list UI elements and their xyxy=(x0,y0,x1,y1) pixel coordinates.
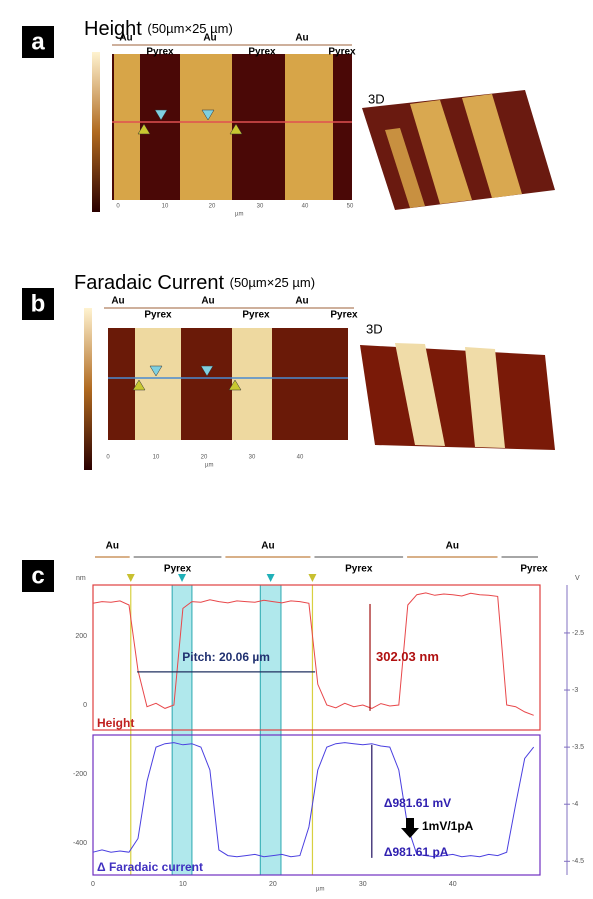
series-label: Height xyxy=(97,716,134,730)
image-x-tick: 40 xyxy=(302,204,309,210)
image-x-tick: 30 xyxy=(249,455,256,461)
view-label: 3D xyxy=(366,321,383,336)
region-label: Pyrex xyxy=(242,310,270,321)
conversion-label: 1mV/1pA xyxy=(422,819,474,833)
3d-view xyxy=(360,343,555,450)
region-label: Au xyxy=(111,296,124,307)
series-label: Δ Faradaic current xyxy=(97,860,203,874)
figure: a Height (50µm×25 µm) 3D AuPyrexAuPyrexA… xyxy=(0,0,593,894)
view-label: 3D xyxy=(368,91,385,106)
x-tick-label: 40 xyxy=(449,881,457,888)
region-label: Au xyxy=(106,541,119,552)
image-x-unit: µm xyxy=(205,463,213,469)
region-label: Au xyxy=(203,33,216,44)
y2-tick-label: -2.5 xyxy=(572,630,584,637)
y2-axis-label: V xyxy=(575,575,580,582)
region-label: Pyrex xyxy=(345,564,373,575)
colorbar xyxy=(92,52,100,212)
y2-tick-label: -3.5 xyxy=(572,744,584,751)
image-x-tick: 40 xyxy=(297,455,304,461)
x-tick-label: 20 xyxy=(269,881,277,888)
image-x-tick: 20 xyxy=(209,204,216,210)
y-tick-label: -400 xyxy=(73,840,87,847)
region-label: Au xyxy=(295,296,308,307)
height-step-label: 302.03 nm xyxy=(376,649,439,664)
region-label: Pyrex xyxy=(164,564,192,575)
image-x-tick: 20 xyxy=(201,455,208,461)
current-step-label: Δ981.61 mV xyxy=(384,796,451,810)
band-marker xyxy=(178,574,186,582)
region-label: Au xyxy=(201,296,214,307)
region-label: Au xyxy=(261,541,274,552)
y-tick-label: 200 xyxy=(75,633,87,640)
image-x-tick: 0 xyxy=(106,455,110,461)
image-x-tick: 0 xyxy=(116,204,120,210)
region-label: Pyrex xyxy=(520,564,548,575)
y2-tick-label: -4 xyxy=(572,801,578,808)
pitch-label: Pitch: 20.06 µm xyxy=(182,650,270,664)
region-label: Au xyxy=(446,541,459,552)
region-label: Pyrex xyxy=(144,310,172,321)
y-axis-label: nm xyxy=(76,575,86,582)
afm-image xyxy=(108,328,348,440)
x-tick-label: 0 xyxy=(91,881,95,888)
current-step-label: Δ981.61 pA xyxy=(384,845,449,859)
region-label: Pyrex xyxy=(146,47,174,58)
region-label: Pyrex xyxy=(330,310,358,321)
conversion-arrow xyxy=(401,818,419,838)
region-label: Pyrex xyxy=(328,47,356,58)
current-frame xyxy=(93,735,540,875)
panel-label: c xyxy=(31,562,44,589)
x-axis-label: µm xyxy=(316,887,324,893)
series-line xyxy=(93,743,534,857)
region-label: Pyrex xyxy=(248,47,276,58)
region-label: Au xyxy=(295,33,308,44)
image-x-tick: 10 xyxy=(162,204,169,210)
x-tick-label: 10 xyxy=(179,881,187,888)
y-tick-label: -200 xyxy=(73,771,87,778)
page: a Height (50µm×25 µm) 3D AuPyrexAuPyrexA… xyxy=(0,0,593,894)
x-tick-label: 30 xyxy=(359,881,367,888)
panel-label: b xyxy=(31,290,46,317)
afm-image xyxy=(112,54,352,200)
edge-marker xyxy=(127,574,135,582)
region-label: Au xyxy=(119,33,132,44)
y2-tick-label: -4.5 xyxy=(572,858,584,865)
series-line xyxy=(93,593,534,715)
height-frame xyxy=(93,585,540,730)
panel-title: Faradaic Current (50µm×25 µm) xyxy=(74,272,315,294)
y2-tick-label: -3 xyxy=(572,687,578,694)
image-x-unit: µm xyxy=(235,212,243,218)
band-marker xyxy=(267,574,275,582)
image-x-tick: 30 xyxy=(257,204,264,210)
image-x-tick: 10 xyxy=(153,455,160,461)
edge-marker xyxy=(308,574,316,582)
panel-label: a xyxy=(31,28,45,55)
y-tick-label: 0 xyxy=(83,702,87,709)
colorbar xyxy=(84,308,92,470)
3d-view xyxy=(362,90,555,210)
image-x-tick: 50 xyxy=(347,204,354,210)
